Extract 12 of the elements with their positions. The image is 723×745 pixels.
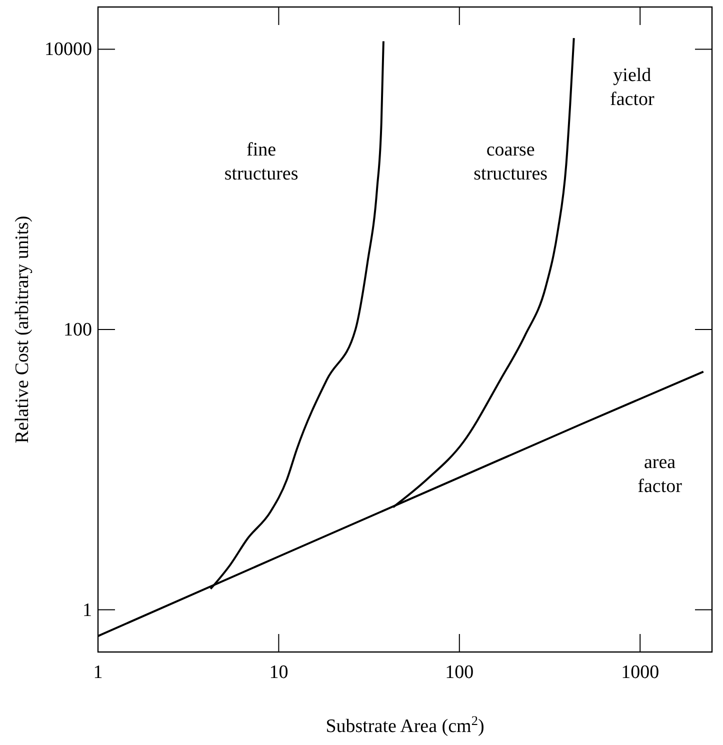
x-axis-title: Substrate Area (cm$^{2}$) [326,712,484,737]
annotation: yield factor [610,65,655,110]
y-tick-label: 10000 [44,39,92,60]
y-tick-label: 1 [82,600,92,621]
x-tick-label: 1000 [621,662,660,683]
annotation: area factor [638,452,683,498]
x-tick-label: 10 [269,662,288,683]
x-tick-label: 100 [445,662,474,683]
y-tick-label: 100 [64,320,92,340]
annotation: coarse structures [474,139,548,184]
y-axis-title: Relative Cost (arbitrary units) [12,216,33,444]
annotation: fine structures [224,139,298,184]
